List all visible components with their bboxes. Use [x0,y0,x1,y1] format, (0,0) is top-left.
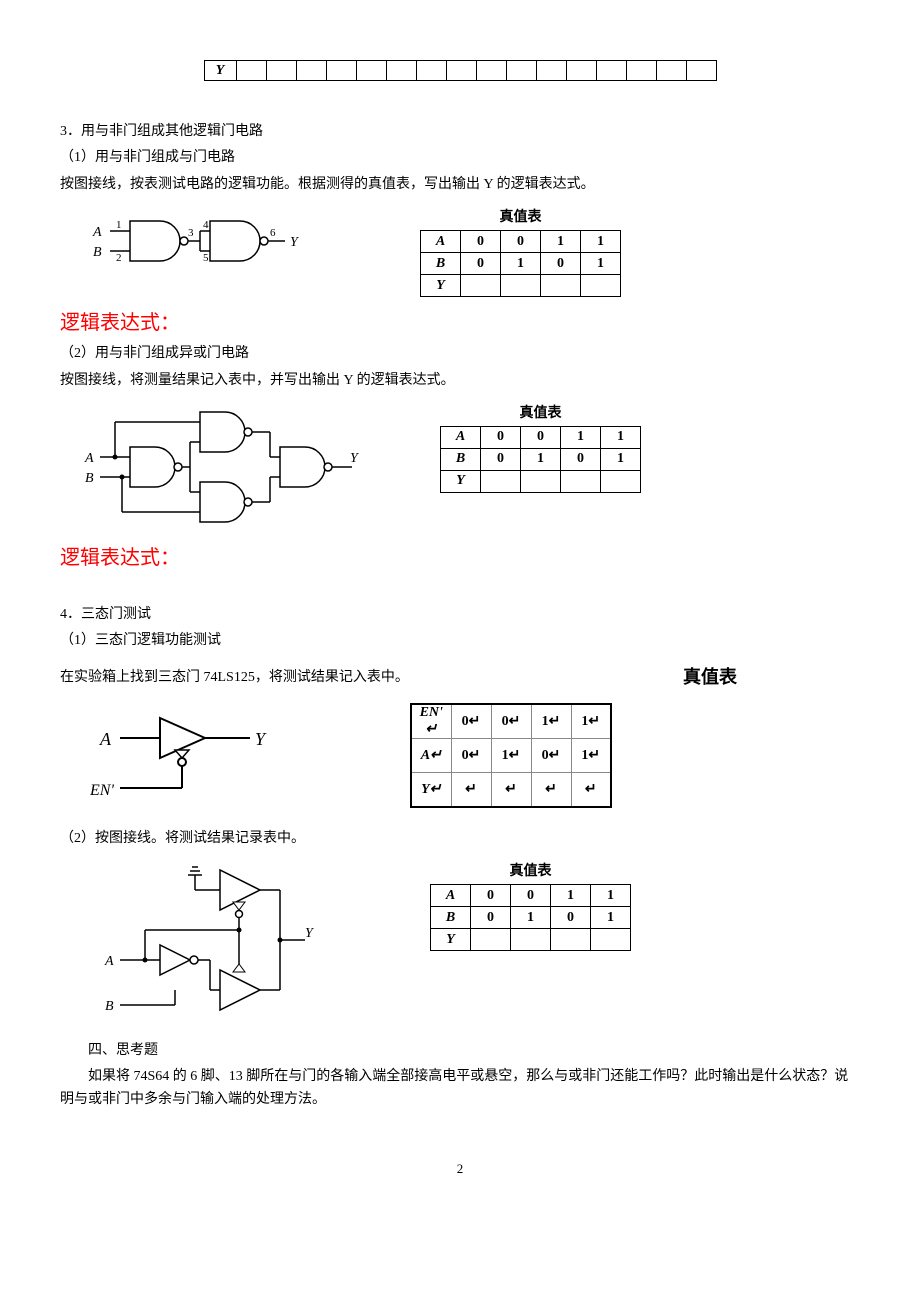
xor-gate-diagram: A B Y [80,402,360,532]
truth-caption-4: 真值表 [430,860,631,880]
truth-table-4: A0011B0101Y [430,884,631,951]
svg-text:5: 5 [203,252,209,264]
truth-caption-1: 真值表 [420,206,621,226]
svg-text:3: 3 [188,227,194,239]
expr-1: 逻辑表达式： [60,307,860,339]
svg-text:A: A [92,225,102,240]
tristate-diagram: A Y EN' [90,703,280,803]
sec3-title: 3．用与非门组成其他逻辑门电路 [60,121,860,143]
svg-text:A: A [104,954,114,969]
truth-table-3: EN' ↵0↵0↵1↵1↵A↵0↵1↵0↵1↵Y↵↵↵↵↵ [410,703,612,808]
sec5-q: 如果将 74S64 的 6 脚、13 脚所在与门的各输入端全部接高电平或悬空，那… [60,1066,860,1111]
sec3-1-heading: （1）用与非门组成与门电路 [60,147,860,169]
svg-text:4: 4 [203,219,209,231]
page-number: 2 [60,1161,860,1177]
tristate-mux-diagram: A B Y [100,860,320,1020]
sec4-1-instr: 在实验箱上找到三态门 74LS125，将测试结果记入表中。 [60,667,530,689]
and-gate-diagram: A B 1 2 3 4 5 6 Y [80,206,310,276]
sec3-2-heading: （2）用与非门组成异或门电路 [60,343,860,365]
sec4-2-heading: （2）按图接线。将测试结果记录表中。 [60,828,860,850]
sec4-title: 4．三态门测试 [60,604,860,626]
top-y-table: Y [204,60,717,81]
svg-text:2: 2 [116,252,122,264]
sec3-1-instr: 按图接线，按表测试电路的逻辑功能。根据测得的真值表，写出输出 Y 的逻辑表达式。 [60,174,860,196]
svg-text:Y: Y [290,235,300,250]
truth-caption-3: 真值表 [560,663,860,689]
svg-text:Y: Y [305,926,315,941]
svg-text:B: B [85,471,94,486]
svg-text:A: A [84,451,94,466]
svg-text:B: B [105,999,114,1014]
svg-text:B: B [93,245,102,260]
svg-text:A: A [99,729,112,749]
truth-table-2: A0011B0101Y [440,426,641,493]
svg-text:Y: Y [255,729,267,749]
sec4-1-heading: （1）三态门逻辑功能测试 [60,630,860,652]
sec3-2-instr: 按图接线，将测量结果记入表中，并写出输出 Y 的逻辑表达式。 [60,370,860,392]
expr-2: 逻辑表达式： [60,542,860,574]
truth-table-1: A0011B0101Y [420,230,621,297]
svg-text:Y: Y [350,451,360,466]
truth-caption-2: 真值表 [440,402,641,422]
svg-text:EN': EN' [90,782,114,799]
sec5-title: 四、思考题 [60,1040,860,1062]
svg-text:1: 1 [116,219,122,231]
svg-text:6: 6 [270,227,276,239]
